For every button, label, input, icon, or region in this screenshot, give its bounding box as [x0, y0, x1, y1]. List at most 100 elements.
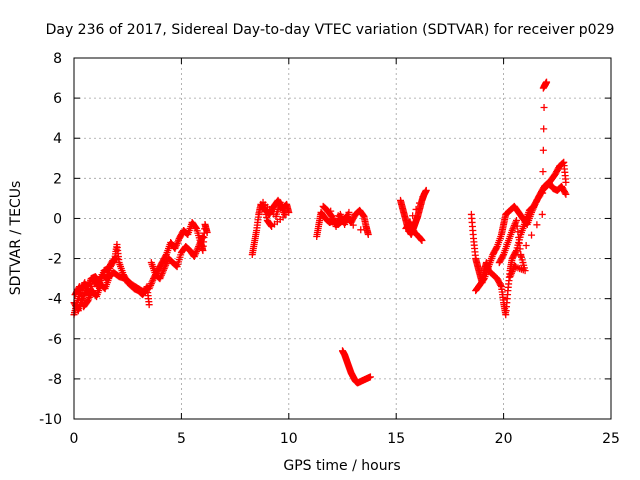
- data-point: [506, 273, 514, 281]
- y-tick-label: -4: [48, 292, 62, 308]
- data-point: [262, 210, 270, 218]
- grid: [73, 57, 612, 420]
- data-point: [407, 220, 415, 228]
- data-point: [203, 228, 211, 236]
- data-point: [263, 216, 271, 224]
- data-point: [422, 186, 430, 194]
- y-tick-label: 0: [53, 211, 62, 227]
- data-point: [197, 236, 205, 244]
- data-point: [338, 214, 346, 222]
- data-point: [336, 210, 344, 218]
- data-point: [113, 255, 121, 263]
- data-point: [528, 207, 536, 215]
- data-point: [192, 223, 200, 231]
- x-tick-label: 20: [495, 431, 513, 447]
- data-point: [195, 243, 203, 251]
- data-point: [366, 373, 374, 381]
- data-point: [146, 283, 154, 291]
- data-point: [539, 168, 547, 176]
- data-point: [412, 205, 420, 213]
- data-point: [540, 125, 548, 133]
- data-point: [508, 226, 516, 234]
- y-tick-label: 8: [53, 51, 62, 67]
- x-axis-label: GPS time / hours: [283, 458, 400, 474]
- data-point: [192, 248, 200, 256]
- data-point: [162, 260, 170, 268]
- data-point: [419, 193, 427, 201]
- data-point: [531, 200, 539, 208]
- data-point: [510, 223, 518, 231]
- data-point: [480, 276, 488, 284]
- data-point: [528, 231, 536, 239]
- data-point: [540, 103, 548, 111]
- data-point: [562, 178, 570, 186]
- data-point: [533, 221, 541, 229]
- data-point: [337, 212, 345, 220]
- data-point: [195, 241, 203, 249]
- data-point: [260, 201, 268, 209]
- data-point: [329, 216, 337, 224]
- data-point: [171, 245, 179, 253]
- data-point: [192, 249, 200, 257]
- data-point: [418, 237, 426, 245]
- x-tick-label: 15: [387, 431, 405, 447]
- data-point: [86, 278, 94, 286]
- data-point: [148, 278, 156, 286]
- data-point: [141, 289, 149, 297]
- data-point: [157, 273, 165, 281]
- data-points: [70, 78, 570, 387]
- data-point: [515, 233, 523, 241]
- data-point: [539, 189, 547, 197]
- data-point: [172, 262, 180, 270]
- data-point: [345, 208, 353, 216]
- data-point: [508, 268, 516, 276]
- data-point: [530, 202, 538, 210]
- data-point: [263, 213, 271, 221]
- data-point: [522, 242, 530, 250]
- data-point: [509, 266, 517, 274]
- data-point: [328, 212, 336, 220]
- data-point: [539, 146, 547, 154]
- data-point: [406, 218, 414, 226]
- data-point: [160, 265, 168, 273]
- data-point: [196, 239, 204, 247]
- data-point: [561, 189, 569, 197]
- y-tick-label: 6: [53, 91, 62, 107]
- data-point: [173, 240, 181, 248]
- data-point: [191, 251, 199, 259]
- data-point: [161, 263, 169, 271]
- data-point: [193, 246, 201, 254]
- data-point: [147, 281, 155, 289]
- data-point: [507, 269, 515, 277]
- data-point: [162, 261, 170, 269]
- data-point: [328, 214, 336, 222]
- y-tick-label: 2: [53, 171, 62, 187]
- data-point: [514, 228, 522, 236]
- data-point: [84, 281, 92, 289]
- data-point: [75, 283, 83, 291]
- data-point: [85, 280, 93, 288]
- data-point: [492, 244, 500, 252]
- data-point: [175, 236, 183, 244]
- x-tick-label: 0: [70, 431, 79, 447]
- plot-border: [73, 57, 612, 420]
- data-point: [517, 252, 525, 260]
- data-point: [513, 222, 521, 230]
- data-point: [160, 266, 167, 274]
- y-axis-label: SDTVAR / TECUs: [8, 181, 24, 296]
- data-point: [562, 190, 570, 198]
- data-point: [140, 288, 148, 296]
- data-point: [512, 248, 520, 256]
- x-tick-label: 5: [177, 431, 186, 447]
- y-tick-label: -6: [48, 332, 62, 348]
- data-point: [499, 252, 507, 260]
- data-point: [529, 205, 537, 213]
- data-point: [509, 225, 517, 233]
- data-point: [538, 210, 546, 218]
- data-point: [415, 199, 423, 207]
- data-point: [516, 245, 524, 253]
- data-point: [530, 203, 538, 211]
- data-point: [281, 210, 289, 218]
- data-point: [81, 288, 89, 296]
